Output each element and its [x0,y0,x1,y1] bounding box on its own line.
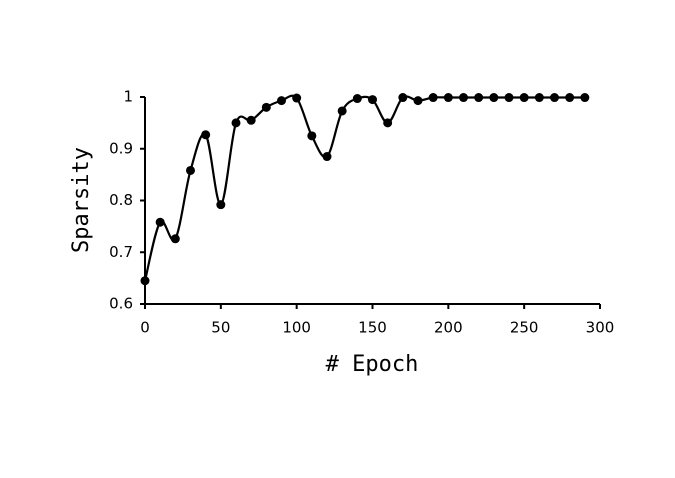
marker [307,131,317,141]
marker [459,93,468,103]
marker [383,118,393,128]
marker [580,93,590,103]
marker [216,200,226,210]
marker [443,93,453,103]
marker [368,95,377,105]
marker [565,93,575,103]
x-axis-title: # Epoch [326,352,419,377]
marker [292,93,302,103]
marker [231,118,241,128]
y-tick-label: 0.9 [109,139,133,157]
marker [246,115,256,125]
marker [519,93,529,103]
marker [201,130,211,140]
marker [489,93,499,103]
x-tick-label: 300 [586,319,615,337]
x-tick-label: 50 [211,319,230,337]
x-tick-label: 100 [282,319,311,337]
marker [322,152,332,162]
marker [277,96,286,106]
y-tick-label: 0.8 [109,191,133,209]
x-tick-label: 250 [510,319,539,337]
marker [428,93,438,103]
marker [337,106,347,116]
marker [186,165,195,175]
marker [352,94,362,104]
marker [140,276,150,286]
y-tick-label: 1 [123,88,133,106]
x-tick-label: 150 [358,319,387,337]
y-tick-label: 0.6 [109,295,133,313]
marker [504,93,514,103]
x-tick-label: 200 [434,319,463,337]
y-tick-label: 0.7 [109,243,133,261]
x-tick-label: 0 [140,319,150,337]
marker [474,93,484,103]
marker [550,93,559,103]
marker [261,102,271,112]
marker [413,96,423,106]
y-axis-title: Sparsity [69,147,94,253]
marker [155,217,165,227]
marker [398,93,408,103]
marker [170,234,180,244]
marker [534,93,544,103]
